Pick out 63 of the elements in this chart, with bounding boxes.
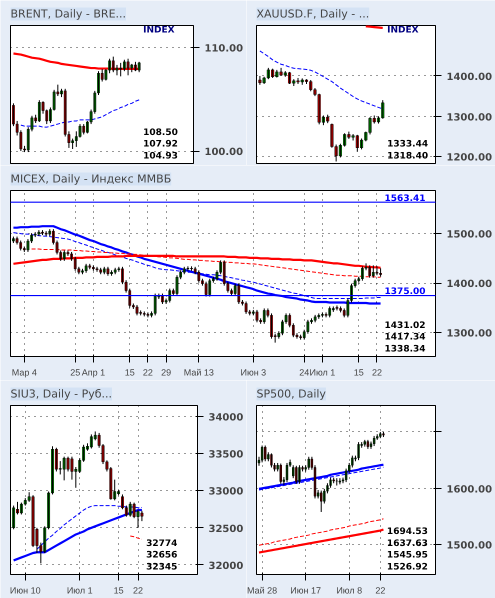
y-tick-label: 33000 (208, 486, 244, 498)
x-tick-label: 22 (372, 368, 382, 378)
y-tick-label: 100.00 (204, 147, 244, 158)
text: 1318.40 (387, 152, 428, 162)
line-series (12, 52, 140, 70)
x-tick-label: Июл 1 (66, 586, 93, 596)
y-tick-label: 1500.00 (446, 230, 492, 241)
chart-title: SIU3, Daily - Руб... (10, 388, 112, 400)
x-tick-label: 22 (133, 586, 144, 596)
y-tick-label: 1400.00 (446, 72, 492, 83)
line-series (258, 518, 384, 546)
x-tick-label: 24 (299, 368, 310, 378)
x-tick-label: Июн 3 (240, 368, 266, 378)
text: 32345 (146, 562, 178, 573)
y-tick-label: 33500 (208, 450, 244, 461)
text: 107.92 (143, 140, 178, 150)
y-tick-label: 1300.00 (446, 112, 492, 124)
y-tick-label: 110.00 (204, 43, 244, 54)
y-tick-label: 1200.00 (446, 152, 492, 164)
ref-line-label: 1375.00 (384, 287, 426, 298)
text: 1338.34 (384, 344, 426, 355)
x-tick-label: Июн 10 (10, 586, 41, 596)
y-tick-label: 1500.00 (446, 540, 492, 552)
x-tick-label: 15 (114, 586, 124, 596)
text: 1694.53 (386, 526, 428, 537)
x-tick-label: 15 (124, 368, 135, 378)
chart-title: XAUUSD.F, Daily - ... (256, 8, 370, 20)
line-series (258, 528, 385, 554)
y-tick-label: 34000 (208, 412, 244, 424)
text: 1333.44 (387, 140, 428, 150)
x-tick-label: Апр 1 (82, 368, 106, 378)
y-tick-label: 1300.00 (446, 328, 492, 340)
y-tick-label: 32000 (208, 560, 244, 572)
y-tick-label: 1600.00 (446, 484, 492, 496)
x-tick-label: 22 (375, 586, 386, 596)
y-tick-label: 1400.00 (446, 279, 492, 290)
text: 108.50 (143, 128, 178, 138)
text: 1526.92 (386, 562, 428, 573)
text: 32774 (146, 538, 178, 549)
text: 1431.02 (384, 320, 426, 331)
text: 32656 (146, 550, 178, 561)
text: 1417.34 (384, 332, 426, 343)
x-tick-label: Июл 1 (310, 368, 336, 378)
chart-title: BRENT, Daily - BRE... (10, 8, 126, 20)
ref-line-label: 1563.41 (384, 194, 426, 204)
x-tick-label: 22 (142, 368, 153, 378)
x-tick-label: Июл 8 (336, 586, 362, 596)
text: 1637.63 (386, 538, 428, 549)
x-tick-label: 15 (354, 368, 364, 378)
chart-title: MICEX, Daily - Индекс ММВБ (10, 172, 172, 186)
x-tick-label: Мар 4 (12, 368, 37, 378)
chart-title: SP500, Daily (256, 388, 326, 400)
x-tick-label: Май 28 (247, 586, 278, 596)
x-tick-label: Май 13 (184, 368, 214, 378)
x-tick-label: 25 (70, 368, 80, 378)
text: 1545.95 (386, 550, 428, 561)
text: INDEX (143, 26, 175, 36)
x-tick-label: 29 (161, 368, 172, 378)
y-tick-label: 32500 (208, 524, 244, 535)
text: 104.93 (143, 152, 178, 162)
x-tick-label: Июн 17 (290, 586, 322, 596)
text: INDEX (387, 26, 419, 36)
line-series (20, 99, 140, 128)
